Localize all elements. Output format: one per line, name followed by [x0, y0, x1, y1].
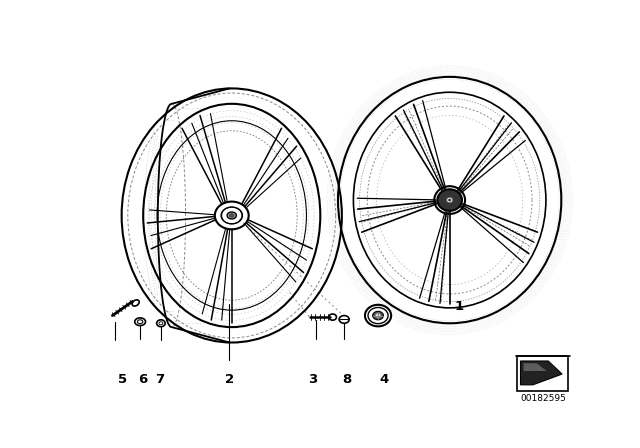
Text: 2: 2 — [225, 373, 234, 386]
Text: 4: 4 — [380, 373, 389, 386]
Ellipse shape — [447, 198, 452, 203]
Ellipse shape — [375, 314, 381, 318]
Text: 6: 6 — [138, 373, 147, 386]
Text: 1: 1 — [454, 300, 463, 313]
Ellipse shape — [437, 189, 462, 211]
Polygon shape — [524, 363, 547, 371]
Text: 00182595: 00182595 — [520, 394, 566, 403]
Bar — [517, 356, 568, 391]
Text: 5: 5 — [118, 373, 127, 386]
Ellipse shape — [448, 199, 451, 202]
Text: 7: 7 — [156, 373, 164, 386]
Text: 3: 3 — [308, 373, 317, 386]
Ellipse shape — [227, 212, 236, 219]
Polygon shape — [520, 361, 562, 385]
Ellipse shape — [372, 311, 383, 320]
Ellipse shape — [230, 214, 234, 217]
Text: 8: 8 — [342, 373, 352, 386]
